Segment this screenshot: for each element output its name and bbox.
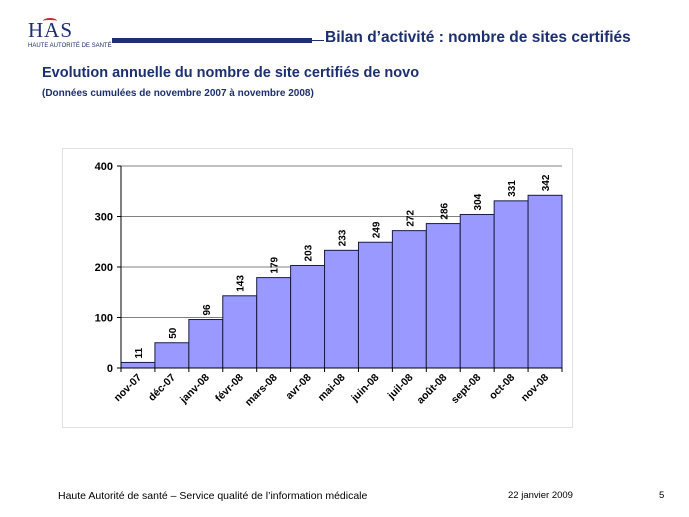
bar xyxy=(154,342,190,369)
bar xyxy=(425,223,461,369)
data-label: 342 xyxy=(541,174,552,191)
x-tick-label: mars-08 xyxy=(243,372,280,409)
bar xyxy=(256,277,292,369)
header-rule xyxy=(312,40,324,41)
bar xyxy=(222,295,258,369)
header-bar xyxy=(112,38,312,43)
y-tick-label: 400 xyxy=(95,161,113,173)
x-tick-label: juil-08 xyxy=(385,372,416,403)
y-tick-label: 0 xyxy=(107,363,113,375)
x-tick-label: nov-08 xyxy=(519,372,552,405)
bar xyxy=(188,319,224,369)
x-tick-label: nov-07 xyxy=(112,372,145,405)
x-tick-label: sept-08 xyxy=(449,372,484,407)
y-tick-label: 100 xyxy=(95,313,113,325)
x-tick-label: mai-08 xyxy=(316,372,348,404)
footer-organization: Haute Autorité de santé – Service qualit… xyxy=(58,490,368,502)
data-label: 249 xyxy=(371,221,382,238)
data-label: 331 xyxy=(507,180,518,197)
data-label: 203 xyxy=(304,244,315,261)
bar xyxy=(391,230,427,369)
bar xyxy=(357,241,393,369)
data-label: 286 xyxy=(439,202,450,219)
x-tick-label: août-08 xyxy=(414,372,449,407)
bar xyxy=(120,361,156,369)
y-tick-label: 200 xyxy=(95,262,113,274)
logo-accent-icon xyxy=(43,18,57,24)
data-label: 143 xyxy=(236,275,247,292)
slide-title: Bilan d’activité : nombre de sites certi… xyxy=(325,29,631,46)
bar xyxy=(459,213,495,369)
x-tick-label: févr-08 xyxy=(213,372,246,405)
x-tick-label: janv-08 xyxy=(177,372,212,407)
bar xyxy=(324,249,359,369)
bar xyxy=(527,194,563,369)
logo-letters: HAS xyxy=(28,18,74,42)
bar xyxy=(493,200,529,369)
data-label: 96 xyxy=(202,304,213,316)
x-tick-label: oct-08 xyxy=(487,372,517,402)
data-label: 11 xyxy=(134,347,145,358)
page-number: 5 xyxy=(659,490,665,501)
x-tick-label: juin-08 xyxy=(348,372,381,405)
has-logo: HAS HAUTE AUTORITÉ DE SANTÉ xyxy=(28,18,118,54)
logo-subtitle: HAUTE AUTORITÉ DE SANTÉ xyxy=(28,43,112,49)
data-label: 304 xyxy=(473,193,484,210)
data-label: 50 xyxy=(168,327,179,339)
data-label: 233 xyxy=(338,229,349,246)
data-label: 272 xyxy=(405,210,416,227)
chart-subtitle: Evolution annuelle du nombre de site cer… xyxy=(42,65,420,81)
y-tick-label: 300 xyxy=(95,212,113,224)
bar xyxy=(290,264,326,369)
data-label: 179 xyxy=(270,256,281,273)
chart-note: (Données cumulées de novembre 2007 à nov… xyxy=(42,88,314,99)
footer-date: 22 janvier 2009 xyxy=(508,490,573,501)
x-tick-label: déc-07 xyxy=(146,372,178,404)
x-tick-label: avr-08 xyxy=(283,372,313,402)
